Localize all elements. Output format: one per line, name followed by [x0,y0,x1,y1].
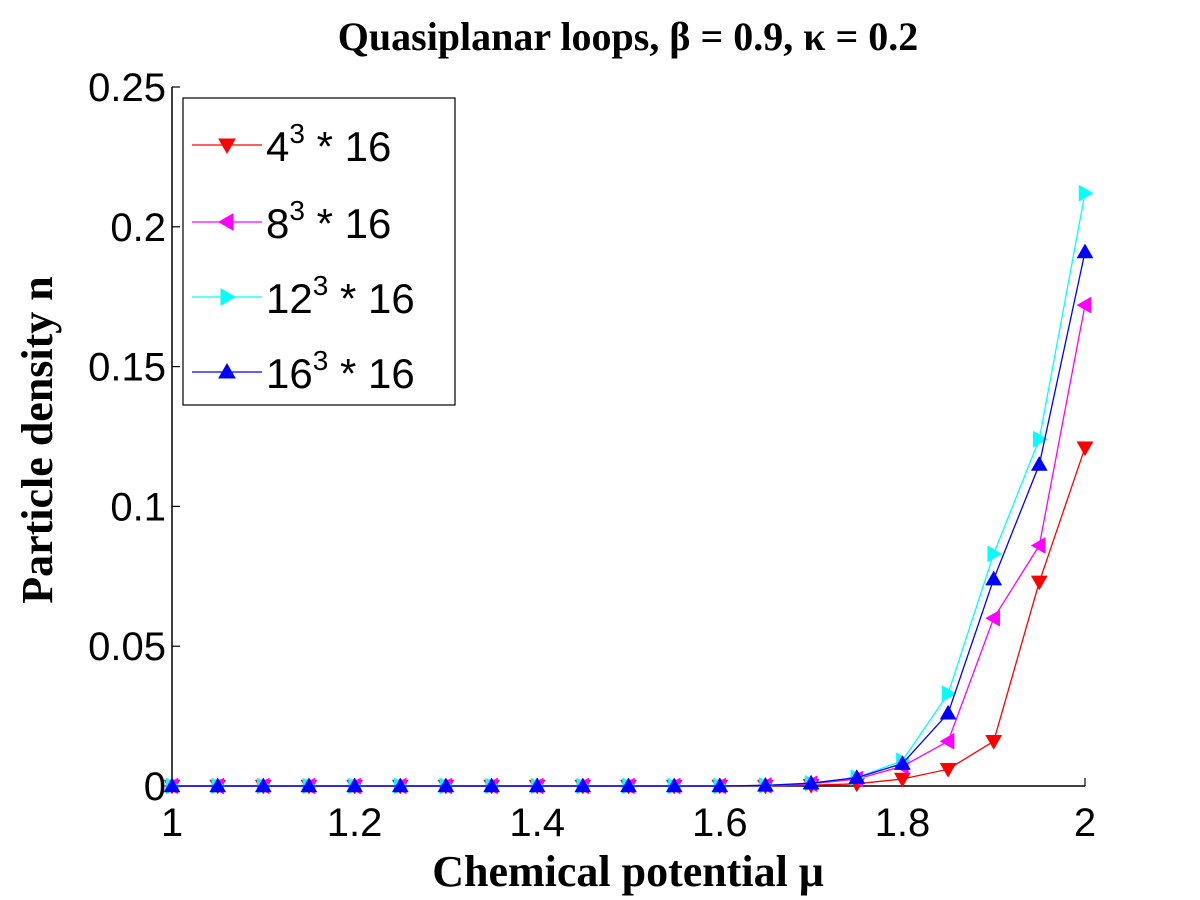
series-layer [163,184,1094,795]
data-point [893,772,911,788]
x-tick-label: 1.2 [327,801,383,845]
legend-entries: 43 * 16 83 * 16 123 * 16 163 * 16 [192,118,415,397]
data-point [1076,296,1092,314]
legend-marker [220,288,237,306]
y-tick-label: 0.05 [88,625,166,669]
data-point [163,777,181,793]
data-point [437,777,455,793]
x-tick-label: 1 [161,801,183,845]
data-point [987,545,1003,563]
data-point [939,762,957,778]
legend-entry-4: 43 * 16 [192,118,391,170]
data-point [209,777,227,793]
y-tick-label: 0 [144,765,166,809]
chart-title: Quasiplanar loops, β = 0.9, κ = 0.2 [338,14,918,59]
x-axis-label: Chemical potential μ [432,847,824,896]
data-point [939,704,957,720]
data-point [1078,184,1094,202]
legend-entry-16: 163 * 16 [192,345,415,397]
plot-area: 1 1.2 1.4 1.6 1.8 2 0 0.05 0.1 0.15 0.2 0.25 [88,66,1096,845]
data-point [802,774,820,790]
data-point [848,769,866,784]
data-point [1076,441,1094,457]
legend-entry-12: 123 * 16 [192,270,415,322]
data-point [620,777,637,793]
legend-label: 123 * 16 [266,270,415,322]
legend-label: 43 * 16 [266,118,391,170]
data-point [985,570,1003,586]
y-axis-ticks: 0 0.05 0.1 0.15 0.2 0.25 [88,66,180,809]
legend-marker [217,213,234,231]
y-tick-label: 0.15 [88,346,166,390]
data-point [939,732,955,750]
data-point [985,609,1000,627]
legend-marker [218,362,236,379]
data-point [1030,537,1046,554]
data-point [711,777,729,793]
y-tick-label: 0.2 [110,206,166,250]
x-tick-label: 1.4 [509,801,565,845]
x-axis-ticks: 1 1.2 1.4 1.6 1.8 2 [161,778,1096,845]
legend-entry-8: 83 * 16 [192,195,391,247]
x-tick-label: 1.6 [692,801,748,845]
data-point [1030,455,1048,471]
y-tick-label: 0.25 [88,66,166,110]
data-point [574,777,592,793]
x-tick-label: 2 [1074,801,1096,845]
data-point [346,777,364,793]
data-point [665,777,683,793]
data-point [528,777,546,793]
legend-marker [218,138,236,155]
y-axis-label: Particle density n [13,276,62,604]
data-point [1076,243,1094,259]
legend: 43 * 16 83 * 16 123 * 16 163 * 16 [182,97,456,406]
data-point [985,735,1003,750]
data-point [483,777,501,793]
data-point [254,777,272,793]
data-point [756,776,774,792]
legend-label: 163 * 16 [266,345,415,397]
data-point [1030,575,1048,591]
data-point [941,685,957,703]
series-16 [163,243,1094,793]
data-point [1033,430,1048,448]
data-point [893,755,911,770]
legend-label: 83 * 16 [266,195,391,247]
x-tick-label: 1.8 [875,801,931,845]
y-tick-label: 0.1 [110,485,166,529]
data-point [300,777,318,793]
data-point [391,777,409,793]
